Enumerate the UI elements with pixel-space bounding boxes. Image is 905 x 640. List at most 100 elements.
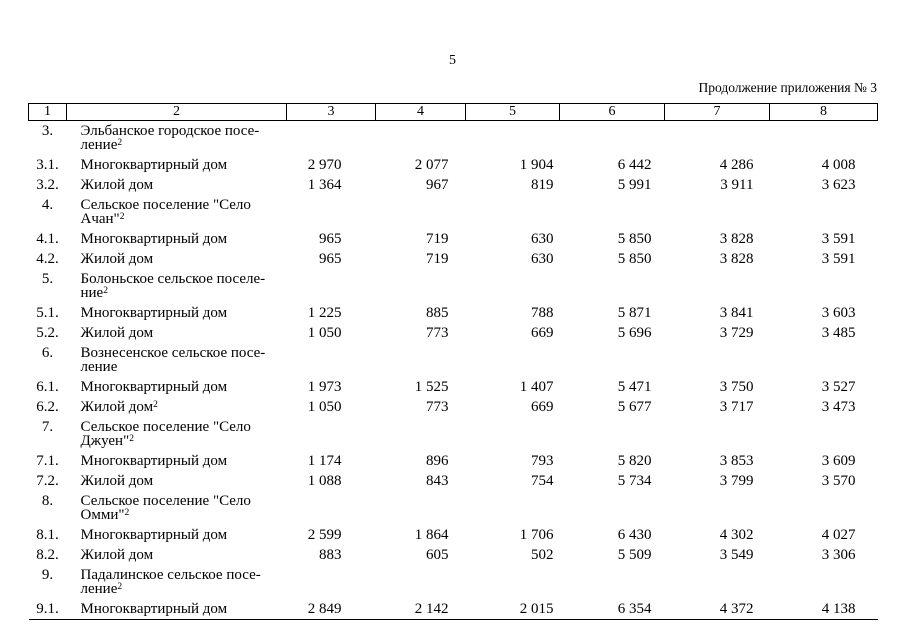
value-cell: 843 — [426, 473, 449, 489]
table-row: 7.1. Многоквартирный дом 1 174 896 793 5 820 3… — [29, 451, 878, 471]
value-cell — [770, 343, 878, 377]
row-number-cell: 6.2. — [36, 399, 59, 415]
value-cell — [560, 417, 665, 451]
column-header: 8 — [769, 103, 878, 121]
row-number-cell: 8.2. — [36, 547, 59, 563]
row-name-cell: Многоквартирный дом — [67, 525, 287, 545]
footnote-marker: 2 — [119, 212, 125, 222]
value-cell: 3 591 — [821, 251, 856, 267]
value-cell: 819 — [531, 177, 554, 193]
row-name-text: Жилой дом — [80, 547, 154, 563]
value-cell — [770, 565, 878, 599]
row-name-text: Падалинское сельское посе- ление — [80, 567, 261, 597]
column-header: 6 — [559, 103, 665, 121]
value-cell: 3 609 — [821, 453, 856, 469]
value-cell — [376, 343, 466, 377]
value-cell — [560, 121, 665, 156]
value-cell: 3 841 — [719, 305, 754, 321]
value-cell: 2 599 — [307, 527, 342, 543]
value-cell: 3 828 — [719, 251, 754, 267]
row-number-cell: 9.1. — [28, 599, 67, 620]
value-cell: 885 — [426, 305, 449, 321]
value-cell: 3 911 — [720, 177, 754, 193]
row-number-cell: 7.2. — [36, 473, 59, 489]
value-cell — [376, 491, 466, 525]
value-cell — [560, 343, 665, 377]
row-name-text: Многоквартирный дом — [80, 527, 228, 543]
value-cell: 719 — [426, 231, 449, 247]
value-cell: 605 — [426, 547, 449, 563]
value-cell: 2 077 — [414, 157, 449, 173]
value-cell: 3 729 — [719, 325, 754, 341]
value-cell: 6 354 — [559, 599, 665, 620]
value-cell: 1 088 — [307, 473, 342, 489]
value-cell: 3 828 — [719, 231, 754, 247]
row-name-text: Сельское поселение "Село Джуен" — [80, 419, 251, 449]
value-cell — [560, 195, 665, 229]
value-cell: 3 717 — [719, 399, 754, 415]
table-row: 3.2. Жилой дом 1 364 967 819 5 991 3 911 3 623 — [29, 175, 878, 195]
value-cell: 793 — [531, 453, 554, 469]
row-name-cell: Сельское поселение "Село Ачан"2 — [67, 195, 287, 229]
value-cell — [287, 417, 376, 451]
value-cell: 896 — [426, 453, 449, 469]
value-cell: 1 050 — [307, 399, 342, 415]
value-cell — [466, 195, 560, 229]
table-row: 8. Сельское поселение "Село Омми"2 — [29, 491, 878, 525]
value-cell — [560, 269, 665, 303]
column-header: 5 — [465, 103, 560, 121]
value-cell — [287, 565, 376, 599]
row-name-cell: Многоквартирный дом — [67, 155, 287, 175]
row-name-cell: Сельское поселение "Село Джуен"2 — [67, 417, 287, 451]
value-cell: 1 525 — [414, 379, 449, 395]
row-number-cell: 8.1. — [36, 527, 59, 543]
value-cell: 1 407 — [519, 379, 554, 395]
value-cell — [376, 269, 466, 303]
value-cell: 965 — [319, 251, 342, 267]
value-cell — [466, 121, 560, 156]
value-cell: 5 820 — [617, 453, 652, 469]
value-cell — [665, 269, 770, 303]
value-cell — [560, 491, 665, 525]
value-cell: 4 302 — [719, 527, 754, 543]
value-cell: 4 286 — [719, 157, 754, 173]
value-cell: 967 — [426, 177, 449, 193]
value-cell — [770, 417, 878, 451]
value-cell: 3 591 — [821, 231, 856, 247]
table-row: 3. Эльбанское городское посе- ление2 — [29, 121, 878, 156]
value-cell — [770, 269, 878, 303]
column-header: 3 — [286, 103, 376, 121]
table-row: 9. Падалинское сельское посе- ление2 — [29, 565, 878, 599]
value-cell — [466, 417, 560, 451]
value-cell — [376, 565, 466, 599]
value-cell — [287, 269, 376, 303]
value-cell — [287, 121, 376, 156]
row-name-cell: Жилой дом — [67, 175, 287, 195]
row-name-text: Сельское поселение "Село Ачан" — [80, 197, 251, 227]
value-cell — [665, 121, 770, 156]
footnote-marker: 2 — [103, 286, 108, 296]
value-cell: 719 — [426, 251, 449, 267]
value-cell — [466, 269, 560, 303]
value-cell: 3 799 — [719, 473, 754, 489]
value-cell: 4 372 — [664, 599, 770, 620]
value-cell: 3 853 — [719, 453, 754, 469]
value-cell: 3 549 — [719, 547, 754, 563]
row-name-text: Жилой дом — [80, 473, 154, 489]
value-cell — [665, 565, 770, 599]
value-cell: 5 471 — [617, 379, 652, 395]
footnote-marker: 2 — [129, 434, 134, 444]
column-header: 7 — [664, 103, 770, 121]
column-header: 1 — [28, 103, 67, 121]
row-number-cell: 3. — [41, 123, 54, 139]
value-cell: 630 — [531, 231, 554, 247]
row-name-cell: Жилой дом2 — [67, 397, 287, 417]
row-name-text: Жилой дом — [80, 177, 154, 193]
value-cell: 3 473 — [821, 399, 856, 415]
value-cell: 630 — [531, 251, 554, 267]
value-cell: 5 734 — [617, 473, 652, 489]
row-name-text: Многоквартирный дом — [80, 453, 228, 469]
